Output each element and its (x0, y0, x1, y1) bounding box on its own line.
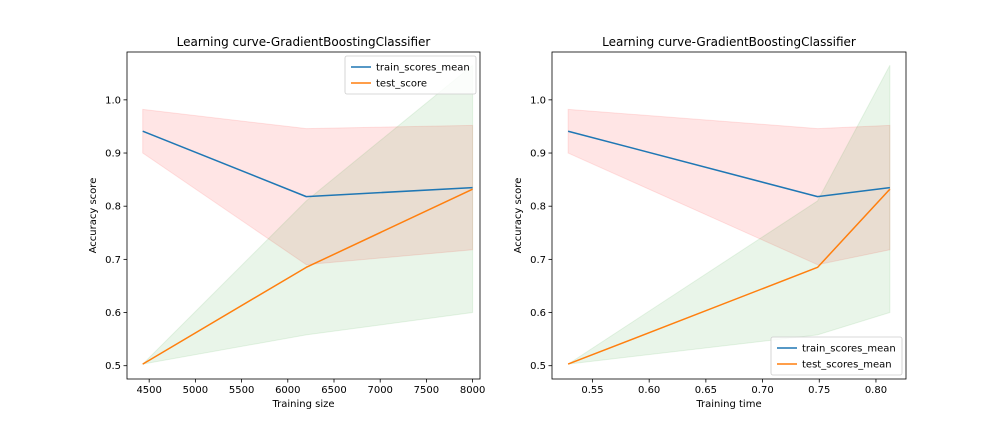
x-tick-label: 0.65 (695, 385, 717, 396)
y-tick-label: 0.9 (105, 149, 121, 160)
axes-frame (126, 51, 481, 380)
legend-label: test_scores_mean (802, 360, 892, 371)
series-line-test-scores-mean (567, 188, 891, 365)
confidence-band-test-score (141, 64, 474, 365)
x-tick-label: 6500 (321, 385, 346, 396)
legend-label: train_scores_mean (376, 63, 470, 74)
y-tick-label: 0.5 (530, 361, 546, 372)
legend: train_scores_mean test_scores_mean (770, 336, 903, 376)
y-tick-label: 0.6 (530, 308, 546, 319)
x-tick-label: 0.60 (638, 385, 660, 396)
y-tick-label: 1.0 (105, 95, 121, 106)
x-tick-label: 7500 (414, 385, 439, 396)
series-line-train-scores-mean (142, 130, 473, 198)
legend-label: test_score (376, 79, 427, 90)
y-tick-label: 0.8 (530, 202, 546, 213)
x-tick-label: 0.70 (751, 385, 773, 396)
y-tick-label: 0.7 (530, 255, 546, 266)
x-tick-label: 0.75 (808, 385, 830, 396)
series-line-train-scores-mean (567, 130, 890, 198)
legend-box (770, 336, 903, 376)
y-axis-label: Accuracy score (513, 178, 524, 254)
chart-title: Learning curve-GradientBoostingClassifie… (177, 35, 431, 49)
x-axis-label: Training time (695, 399, 761, 410)
y-axis-label: Accuracy score (88, 178, 99, 254)
x-tick-label: 7000 (367, 385, 392, 396)
chart-panel-1: 4500 5000 5500 6000 6500 7000 7500 8000 0.5 0.6 0.… (88, 35, 485, 410)
x-tick-label: 8000 (460, 385, 485, 396)
x-tick-label: 5500 (229, 385, 254, 396)
x-tick-label: 0.80 (865, 385, 887, 396)
axes-frame (551, 51, 907, 380)
x-tick-label: 4500 (136, 385, 161, 396)
y-tick-label: 0.8 (105, 202, 121, 213)
confidence-band-train-scores-mean (567, 108, 891, 266)
legend-box (344, 55, 477, 95)
chart-title: Learning curve-GradientBoostingClassifie… (602, 35, 856, 49)
y-tick-label: 0.7 (105, 255, 121, 266)
chart-panel-2: 0.55 0.60 0.65 0.70 0.75 0.80 0.5 0.6 0.7 0.8 0.9 1… (513, 35, 907, 410)
legend-label: train_scores_mean (802, 344, 896, 355)
legend: train_scores_mean test_score (344, 55, 477, 95)
x-tick-label: 0.55 (581, 385, 603, 396)
x-tick-label: 6000 (275, 385, 300, 396)
y-tick-label: 0.9 (530, 149, 546, 160)
x-tick-label: 5000 (183, 385, 208, 396)
confidence-band-train-scores-mean (142, 108, 474, 266)
y-tick-label: 1.0 (530, 95, 546, 106)
series-line-test-score (142, 188, 473, 365)
y-tick-label: 0.5 (105, 361, 121, 372)
y-tick-label: 0.6 (105, 308, 121, 319)
x-axis-label: Training size (271, 399, 334, 410)
